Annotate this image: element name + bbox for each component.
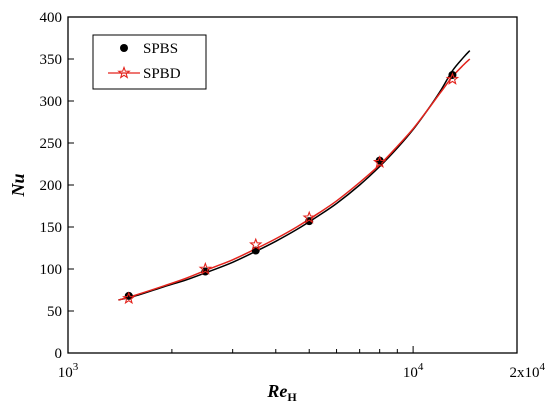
y-tick-label: 150 — [40, 220, 63, 236]
x-tick-label: 103 — [58, 361, 79, 381]
x-tick-label: 2x104 — [510, 361, 546, 381]
legend-marker-spbd — [117, 65, 131, 79]
x-tick-label-base: 2x10 — [510, 365, 540, 381]
legend-box — [92, 34, 207, 90]
x-axis-title-sub: H — [287, 390, 297, 404]
data-point-spbd — [249, 237, 263, 251]
fit-curve-spbd — [118, 58, 471, 301]
x-tick-label-exponent: 3 — [73, 361, 79, 373]
fit-curve-spbs — [118, 50, 471, 301]
y-tick-label: 100 — [40, 262, 63, 278]
y-tick-label: 0 — [55, 346, 63, 362]
data-point-spbd — [198, 261, 213, 275]
data-point-spbd — [302, 210, 316, 224]
y-tick-label: 200 — [40, 178, 63, 194]
y-tick-label: 50 — [47, 304, 62, 320]
x-axis-title: ReH — [266, 381, 297, 404]
data-point-spbd — [122, 291, 136, 305]
y-tick-label: 350 — [40, 52, 63, 68]
x-tick-label-exponent: 4 — [540, 361, 546, 373]
legend-label-spbs: SPBS — [143, 41, 178, 57]
x-axis-title-main: Re — [266, 381, 287, 401]
x-tick-label-base: 10 — [403, 365, 418, 381]
legend-label-spbd: SPBD — [143, 66, 181, 82]
y-axis-title: Nu — [8, 173, 28, 197]
x-tick-label-base: 10 — [58, 365, 73, 381]
y-tick-label: 400 — [40, 10, 63, 26]
legend-marker-spbs — [120, 44, 128, 52]
fit-curves — [118, 50, 471, 301]
data-point-spbd — [372, 155, 387, 169]
data-points — [122, 70, 460, 305]
x-axis: 103 104 2x104 — [58, 346, 546, 381]
data-point-spbs — [124, 291, 133, 300]
legend: SPBS SPBD — [92, 34, 207, 90]
y-axis: 0 50 100 150 200 250 300 350 400 — [40, 10, 74, 362]
x-tick-label-exponent: 4 — [418, 361, 424, 373]
y-tick-label: 250 — [40, 136, 63, 152]
data-point-spbd — [445, 72, 460, 85]
x-tick-label: 104 — [403, 361, 424, 381]
y-tick-label: 300 — [40, 94, 63, 110]
